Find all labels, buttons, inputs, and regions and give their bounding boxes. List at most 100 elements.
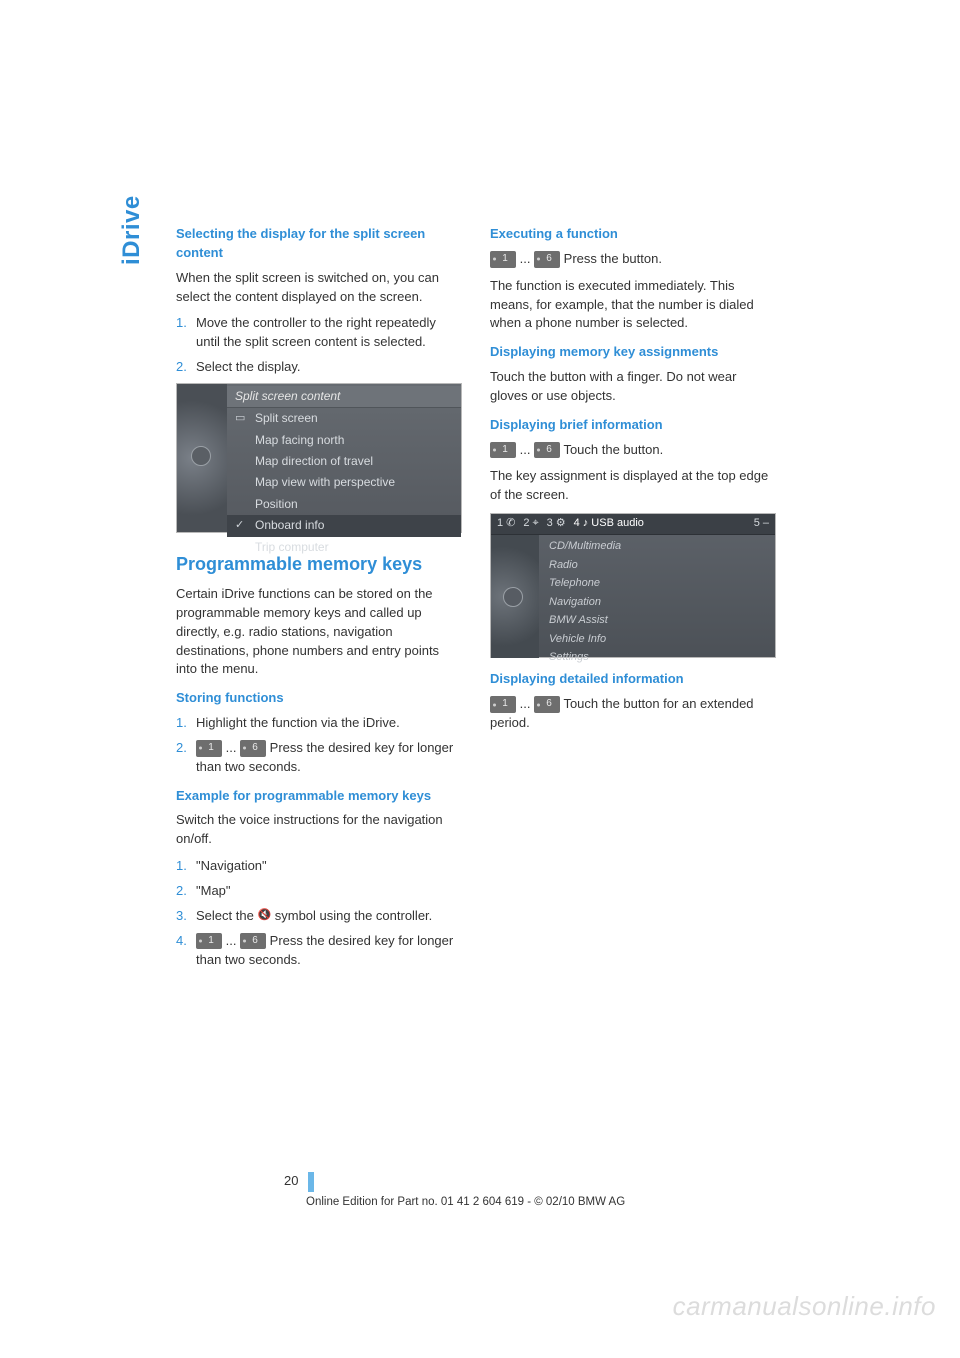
body-memory-assignments: Touch the button with a finger. Do not w… xyxy=(490,368,776,406)
topbar-num: 3 xyxy=(547,516,553,532)
topbar-num: 5 xyxy=(754,517,760,529)
list-item: 2."Map" xyxy=(176,882,462,901)
speaker-mute-icon: 🔇 xyxy=(257,908,271,924)
topbar-seg: 3⚙ xyxy=(547,516,566,532)
ellipsis: ... xyxy=(222,740,240,755)
key-badge-6-icon: 6 xyxy=(534,251,560,268)
body-executing-function: The function is executed immediately. Th… xyxy=(490,277,776,334)
heading-brief-info: Displaying brief information xyxy=(490,416,776,435)
list-item: 2.Select the display. xyxy=(176,358,462,377)
topbar-right: 5 – xyxy=(754,516,769,532)
footer-text: Online Edition for Part no. 01 41 2 604 … xyxy=(176,1194,776,1211)
screenshot-menu-item: Settings xyxy=(539,648,775,667)
heading-storing-functions: Storing functions xyxy=(176,689,462,708)
screenshot-menu-label: Map facing north xyxy=(255,433,344,447)
check-icon: ✓ xyxy=(235,518,244,534)
topbar-seg: 1✆ xyxy=(497,516,515,532)
ellipsis: ... xyxy=(516,251,534,266)
heading-memory-assignments: Displaying memory key assignments xyxy=(490,343,776,362)
screenshot-menu-item: ▭ Split screen xyxy=(227,408,461,429)
page-content: Selecting the display for the split scre… xyxy=(176,225,776,975)
key-badge-1-icon: 1 xyxy=(196,933,222,950)
ellipsis: ... xyxy=(516,696,534,711)
screenshot-dial-graphic xyxy=(177,384,227,532)
key-badge-1-icon: 1 xyxy=(490,696,516,713)
line-executing-keys: 1 ... 6 Press the button. xyxy=(490,250,776,269)
list-text: Select the display. xyxy=(196,359,301,374)
topbar-num: 1 xyxy=(497,516,503,532)
screenshot-menu-item: BMW Assist xyxy=(539,611,775,630)
list-item: 2. 1 ... 6 Press the desired key for lon… xyxy=(176,739,462,777)
key-badge-6-icon: 6 xyxy=(534,696,560,713)
screenshot-menu-label: Trip computer xyxy=(255,540,329,554)
screenshot-menu-label: Map direction of travel xyxy=(255,454,373,468)
screenshot-split-screen-menu: Split screen content ▭ Split screen Map f… xyxy=(176,383,462,533)
body-programmable-keys: Certain iDrive functions can be stored o… xyxy=(176,585,462,679)
key-badge-1-icon: 1 xyxy=(490,442,516,459)
key-badge-6-icon: 6 xyxy=(240,933,266,950)
screenshot-menu-item: Radio xyxy=(539,556,775,575)
heading-executing-function: Executing a function xyxy=(490,225,776,244)
key-badge-1-icon: 1 xyxy=(196,740,222,757)
screenshot-menu-item: Vehicle Info xyxy=(539,630,775,649)
right-column: Executing a function 1 ... 6 Press the b… xyxy=(490,225,776,975)
screenshot-dial-graphic xyxy=(491,535,539,658)
screenshot-menu-label: Split screen xyxy=(255,411,318,425)
key-badge-6-icon: 6 xyxy=(534,442,560,459)
line-detailed-keys: 1 ... 6 Touch the button for an extended… xyxy=(490,695,776,733)
list-item: 1.Highlight the function via the iDrive. xyxy=(176,714,462,733)
screenshot-menu-item: Position xyxy=(227,494,461,515)
screenshot-menu-item-selected: ✓ Onboard info xyxy=(227,515,461,536)
heading-detailed-info: Displaying detailed information xyxy=(490,670,776,689)
body-split-screen: When the split screen is switched on, yo… xyxy=(176,269,462,307)
body-brief-info: The key assignment is displayed at the t… xyxy=(490,467,776,505)
screenshot-menu-label: Map view with perspective xyxy=(255,475,395,489)
list-storing-steps: 1.Highlight the function via the iDrive.… xyxy=(176,714,462,777)
screenshot-menu-label: Onboard info xyxy=(255,518,324,532)
topbar-seg: 2⌖ xyxy=(523,516,538,532)
topbar-num: 4 xyxy=(574,516,580,532)
list-item: 1.Move the controller to the right repea… xyxy=(176,314,462,352)
ellipsis: ... xyxy=(222,933,240,948)
list-example-steps: 1."Navigation" 2."Map" 3.Select the 🔇 sy… xyxy=(176,857,462,969)
list-text: Move the controller to the right repeate… xyxy=(196,315,436,349)
left-column: Selecting the display for the split scre… xyxy=(176,225,462,975)
screenshot-menu-item: CD/Multimedia xyxy=(539,537,775,556)
nav-icon: ⌖ xyxy=(532,516,538,532)
key-badge-1-icon: 1 xyxy=(490,251,516,268)
screenshot-menu-item: Map facing north xyxy=(227,430,461,451)
screenshot-main-menu: 1✆ 2⌖ 3⚙ 4♪ USB audio 5 – CD/Multimedia … xyxy=(490,513,776,658)
page-number: 20 xyxy=(284,1172,308,1192)
list-text: "Map" xyxy=(196,883,231,898)
ellipsis: ... xyxy=(516,442,534,457)
screenshot-menu-item: Trip computer xyxy=(227,537,461,558)
key-badge-6-icon: 6 xyxy=(240,740,266,757)
list-item: 4. 1 ... 6 Press the desired key for lon… xyxy=(176,932,462,970)
screenshot-top-bar: 1✆ 2⌖ 3⚙ 4♪ USB audio 5 – xyxy=(491,514,775,535)
list-text: "Navigation" xyxy=(196,858,267,873)
topbar-seg-active: 4♪ USB audio xyxy=(574,516,644,532)
phone-icon: ✆ xyxy=(506,516,515,532)
screenshot-menu-item: Map direction of travel xyxy=(227,451,461,472)
screenshot-menu-title: Split screen content xyxy=(227,386,461,408)
topbar-num: 2 xyxy=(523,516,529,532)
list-text: symbol using the controller. xyxy=(271,908,432,923)
list-item: 1."Navigation" xyxy=(176,857,462,876)
line-brief-keys: 1 ... 6 Touch the button. xyxy=(490,441,776,460)
tv-icon: ▭ xyxy=(235,411,245,427)
text: Touch the button. xyxy=(560,442,663,457)
screenshot-menu-item: Telephone xyxy=(539,574,775,593)
gear-icon: ⚙ xyxy=(556,516,566,532)
screenshot-menu-list: CD/Multimedia Radio Telephone Navigation… xyxy=(539,535,775,658)
heading-split-screen: Selecting the display for the split scre… xyxy=(176,225,462,263)
watermark: carmanualsonline.info xyxy=(673,1288,936,1326)
list-text: Highlight the function via the iDrive. xyxy=(196,715,400,730)
page-number-bar xyxy=(308,1172,314,1192)
heading-example-keys: Example for programmable memory keys xyxy=(176,787,462,806)
page-number-area: 20 xyxy=(176,1172,776,1192)
topbar-label: USB audio xyxy=(591,516,644,532)
screenshot-menu-label: Position xyxy=(255,497,298,511)
screenshot-menu-list: Split screen content ▭ Split screen Map f… xyxy=(227,384,461,532)
text: Press the button. xyxy=(560,251,662,266)
list-split-screen-steps: 1.Move the controller to the right repea… xyxy=(176,314,462,377)
